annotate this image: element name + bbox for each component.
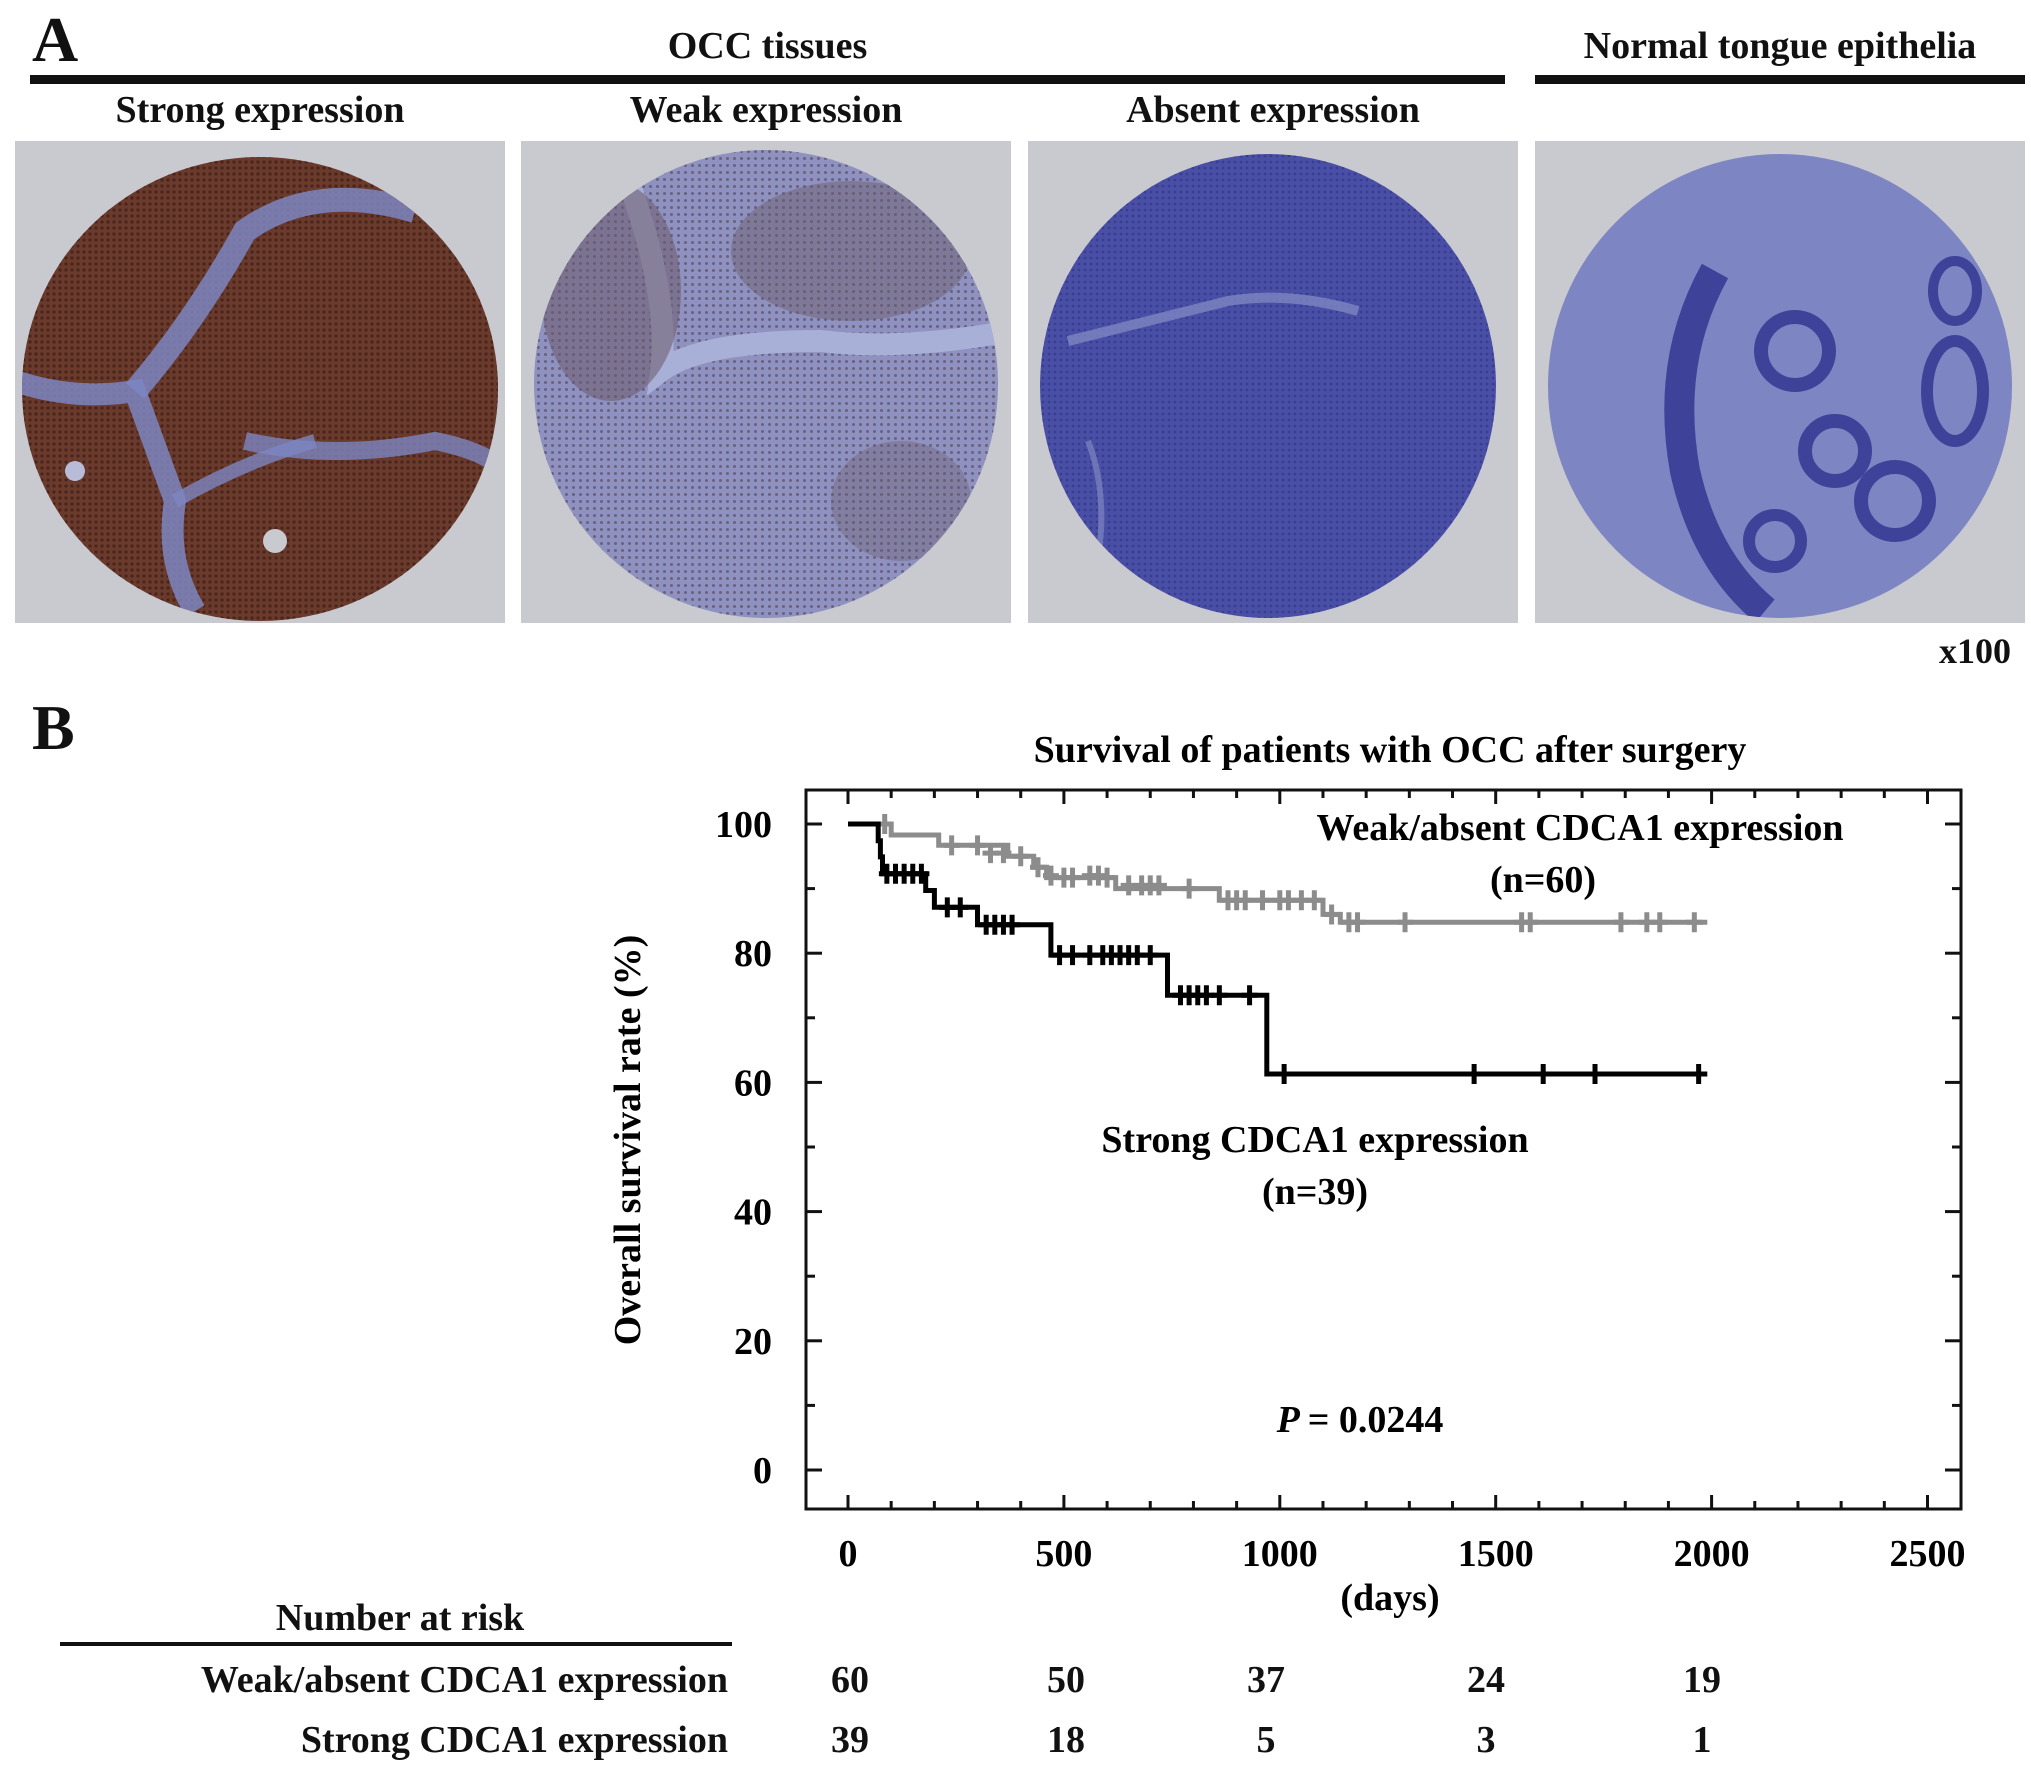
y-tick-label: 100 — [715, 804, 772, 846]
x-axis-label: (days) — [1340, 1577, 1439, 1619]
x-tick-label: 1000 — [1242, 1533, 1318, 1575]
curve-weak-absent — [848, 821, 1708, 925]
censor-mark — [1612, 912, 1629, 933]
p-value-symbol: P — [1276, 1399, 1301, 1441]
censor-mark — [1306, 890, 1323, 911]
censor-mark — [1211, 985, 1228, 1006]
censor-mark — [1466, 1064, 1483, 1084]
magnification-label: x100 — [1939, 631, 2011, 671]
censor-mark — [1241, 985, 1258, 1006]
y-tick-label: 20 — [734, 1321, 772, 1363]
censor-mark — [1587, 1064, 1604, 1084]
censor-mark — [1535, 1064, 1552, 1084]
censor-mark — [1012, 846, 1029, 867]
core-label-absent: Absent expression — [1126, 89, 1420, 131]
tissue-core-normal — [1535, 141, 2025, 623]
censor-mark — [1142, 945, 1159, 966]
censor-mark — [1349, 912, 1366, 933]
risk-value: 39 — [831, 1719, 869, 1761]
censor-mark — [1150, 875, 1167, 896]
censor-mark — [1181, 878, 1198, 899]
x-tick-label: 1500 — [1458, 1533, 1534, 1575]
censor-mark — [1651, 912, 1668, 933]
tissue-core-absent-image — [1028, 141, 1518, 623]
tissue-core-strong-image — [15, 141, 505, 623]
censor-mark — [1064, 945, 1081, 966]
p-value-number: = 0.0244 — [1308, 1399, 1444, 1441]
tissue-core-normal-image — [1535, 141, 2025, 623]
x-tick-label: 2500 — [1890, 1533, 1966, 1575]
censor-mark — [1690, 1064, 1707, 1084]
censor-mark — [1064, 867, 1081, 888]
panel-a-letter: A — [32, 4, 79, 75]
survival-curves — [848, 814, 1708, 1084]
censor-mark — [1099, 867, 1116, 888]
censor-mark — [1323, 904, 1340, 925]
occ-tissues-rule — [30, 75, 1505, 84]
risk-value: 1 — [1692, 1719, 1712, 1761]
x-tick-label: 0 — [839, 1533, 858, 1575]
censor-mark — [1397, 912, 1414, 933]
tissue-core-weak-image — [521, 141, 1011, 623]
risk-row-label-weak: Weak/absent CDCA1 expression — [200, 1659, 728, 1701]
risk-value: 19 — [1683, 1659, 1721, 1701]
series-group — [848, 814, 1708, 933]
censor-mark — [995, 843, 1012, 864]
core-label-weak: Weak expression — [629, 89, 903, 131]
censor-mark — [969, 835, 986, 856]
risk-table-rule — [60, 1642, 732, 1646]
censor-mark — [952, 897, 969, 918]
normal-tongue-header: Normal tongue epithelia — [1583, 25, 1977, 67]
risk-value: 60 — [831, 1659, 869, 1701]
series-n-strong: (n=39) — [1262, 1171, 1368, 1213]
y-tick-label: 0 — [753, 1450, 772, 1492]
y-tick-label: 40 — [734, 1192, 772, 1234]
risk-value: 37 — [1247, 1659, 1285, 1701]
panel-b-letter: B — [32, 692, 75, 763]
plot-frame — [804, 788, 1963, 1511]
x-tick-label: 2000 — [1674, 1533, 1750, 1575]
x-tick-labels: 0 500 1000 1500 2000 2500 — [839, 1533, 1966, 1575]
tissue-core-weak — [521, 141, 1011, 623]
risk-value: 3 — [1476, 1719, 1496, 1761]
x-tick-label: 500 — [1035, 1533, 1092, 1575]
censor-mark — [1276, 1064, 1293, 1084]
y-tick-label: 80 — [734, 933, 772, 975]
y-axis-label: Overall survival rate (%) — [607, 935, 649, 1346]
chart-title: Survival of patients with OCC after surg… — [1034, 729, 1747, 771]
normal-tongue-rule — [1535, 75, 2025, 84]
curve-strong — [848, 821, 1708, 1077]
censor-mark — [1254, 890, 1271, 911]
core-label-strong: Strong expression — [115, 89, 405, 131]
risk-value: 24 — [1467, 1659, 1505, 1701]
occ-tissues-header: OCC tissues — [667, 25, 868, 67]
censor-mark — [1004, 914, 1021, 935]
y-tick-label: 60 — [734, 1062, 772, 1104]
censor-mark — [943, 835, 960, 856]
tissue-core-strong — [15, 141, 505, 623]
series-group — [848, 821, 1708, 1084]
series-label-weak: Weak/absent CDCA1 expression — [1316, 807, 1843, 849]
series-label-strong: Strong CDCA1 expression — [1101, 1119, 1528, 1161]
censor-mark — [1522, 912, 1539, 933]
p-value: P = 0.0244 — [1276, 1399, 1444, 1441]
censor-mark — [1237, 890, 1254, 911]
risk-table-title: Number at risk — [275, 1597, 525, 1639]
risk-value: 50 — [1047, 1659, 1085, 1701]
censor-mark — [1686, 912, 1703, 933]
censor-mark — [913, 863, 930, 884]
risk-value: 18 — [1047, 1719, 1085, 1761]
risk-row-label-strong: Strong CDCA1 expression — [300, 1719, 728, 1761]
risk-value: 5 — [1256, 1719, 1276, 1761]
series-n-weak: (n=60) — [1490, 859, 1596, 901]
censor-mark — [1029, 857, 1046, 878]
tissue-core-absent — [1028, 141, 1518, 623]
axis-ticks — [806, 790, 1961, 1509]
y-tick-labels: 0 20 40 60 80 100 — [715, 804, 772, 1492]
